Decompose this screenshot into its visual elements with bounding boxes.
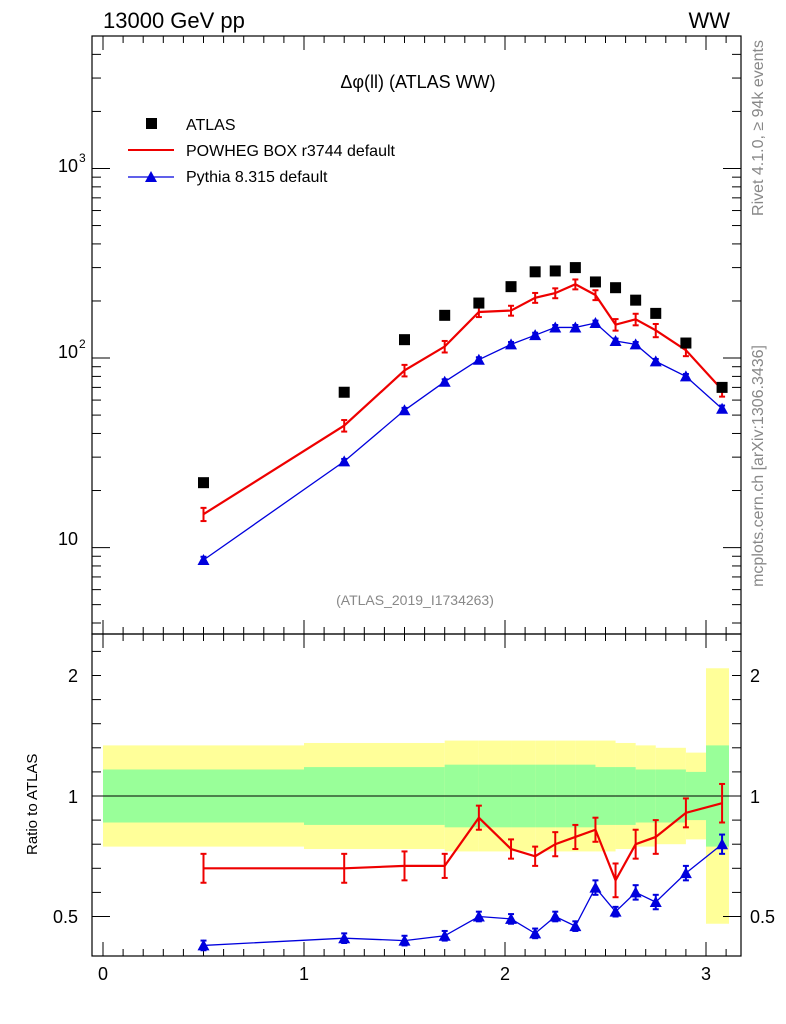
pythia-point [438, 375, 451, 387]
pythia-point [338, 455, 351, 467]
atlas-point [529, 266, 541, 278]
axis-ticks [92, 35, 741, 956]
atlas-point [569, 262, 581, 274]
pythia-ratio-point [649, 896, 662, 908]
pythia-ratio-point [716, 838, 729, 850]
atlas-point [198, 477, 209, 489]
y-tick-label-1000-exp: 3 [79, 151, 86, 165]
atlas-point [473, 297, 485, 309]
pythia-ratio-point [609, 905, 622, 917]
atlas-point [505, 281, 517, 293]
x-tick-label-2: 2 [500, 964, 510, 984]
atlas-point [650, 307, 662, 319]
rivet-version-label: Rivet 4.1.0, ≥ 94k events [750, 40, 767, 216]
y-tick-label-100: 10 2 [58, 337, 86, 362]
x-tick-label-0: 0 [98, 964, 108, 984]
pythia-point [505, 338, 518, 350]
atlas-point [680, 337, 692, 349]
pythia-point [649, 355, 662, 367]
header-right: WW [688, 8, 730, 33]
pythia-point [629, 338, 642, 350]
y-tick-label-100-exp: 2 [79, 337, 86, 351]
chart-title: Δφ(ll) (ATLAS WW) [340, 72, 495, 92]
ratio-group-powheg [200, 782, 726, 899]
pythia-ratio-point [505, 912, 518, 924]
pythia-point [569, 321, 582, 333]
x-tick-label-1: 1 [299, 964, 309, 984]
atlas-point [549, 265, 561, 277]
atlas-point [338, 386, 350, 398]
y-tick-label-1000: 10 3 [58, 151, 86, 176]
pythia-ratio-point [338, 932, 351, 944]
ratio-tick-label-right-2: 2 [750, 666, 760, 686]
pythia-ratio-point [438, 929, 451, 941]
atlas-point [439, 309, 451, 321]
atlas-point [399, 334, 410, 346]
pythia-point [472, 353, 485, 365]
pythia-ratio-point [472, 910, 485, 922]
atlas-point [610, 282, 622, 294]
legend-marker-atlas [146, 118, 157, 129]
pythia-point [549, 321, 562, 333]
pythia-point [589, 317, 602, 329]
ratio-group-pythia [197, 833, 729, 952]
pythia-point [197, 553, 210, 565]
powheg-line [202, 283, 723, 516]
atlas-point [589, 276, 601, 288]
y-tick-label-10: 10 [58, 529, 78, 549]
data-series [197, 262, 729, 565]
pythia-point [609, 334, 622, 346]
ratio-tick-label-right-05: 0.5 [750, 907, 775, 927]
pythia-point [398, 404, 411, 416]
pythia-ratio-point [629, 886, 642, 898]
ratio-tick-label-left-05: 0.5 [53, 907, 78, 927]
atlas-point [630, 294, 642, 306]
ratio-tick-label-left-1: 1 [68, 787, 78, 807]
ratio-series [197, 782, 729, 952]
header-left: 13000 GeV pp [103, 8, 245, 33]
pythia-ratio-line [203, 843, 723, 947]
pythia-ratio-point [679, 867, 692, 879]
legend-label-pythia: Pythia 8.315 default [186, 169, 328, 186]
legend-label-powheg: POWHEG BOX r3744 default [186, 143, 396, 160]
pythia-ratio-point [197, 939, 210, 951]
pythia-point [679, 370, 692, 382]
analysis-tag: (ATLAS_2019_I1734263) [336, 592, 494, 608]
atlas-point [716, 381, 728, 393]
x-tick-label-3: 3 [701, 964, 711, 984]
legend-marker-pythia [145, 171, 157, 182]
pythia-point [716, 402, 729, 414]
pythia-ratio-point [569, 920, 582, 932]
pythia-ratio-point [398, 934, 411, 946]
y-tick-label-1000-text: 10 [58, 156, 78, 176]
pythia-point [529, 329, 542, 341]
ratio-plot-frame [91, 633, 742, 957]
ratio-axis-title: Ratio to ATLAS [24, 754, 41, 855]
ratio-tick-label-left-2: 2 [68, 666, 78, 686]
ratio-tick-label-right-1: 1 [750, 787, 760, 807]
legend-label-atlas: ATLAS [186, 117, 236, 134]
pythia-line [203, 322, 723, 561]
pythia-ratio-point [529, 927, 542, 939]
legend: ATLAS POWHEG BOX r3744 default Pythia 8.… [128, 117, 396, 186]
pythia-ratio-point [549, 910, 562, 922]
pythia-ratio-point [589, 881, 602, 893]
mcplots-source-label: mcplots.cern.ch [arXiv:1306.3436] [750, 345, 767, 587]
y-tick-label-100-text: 10 [58, 342, 78, 362]
